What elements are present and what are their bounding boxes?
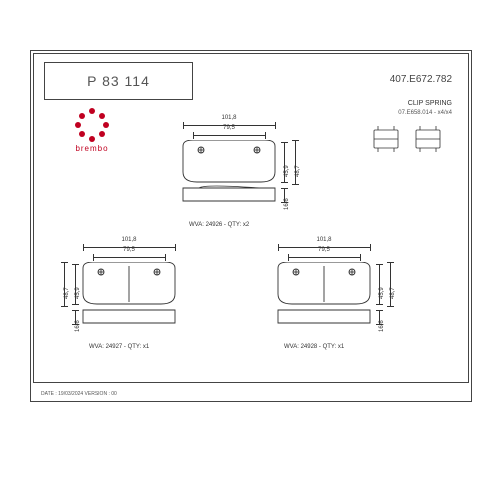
product-code: P 83 114 (87, 73, 150, 89)
dim-width-inner: 79,5 (288, 247, 360, 253)
dim-height-outer: 48,7 (295, 147, 301, 177)
dim-depth: 16,6 (284, 180, 290, 210)
wva-label-1: WVA: 24926 - QTY: x2 (189, 222, 249, 228)
dim-width-outer: 101,8 (83, 237, 175, 243)
drawing-frame: P 83 114 brembo 407.E672.782 CLIP SPRING… (30, 50, 472, 402)
wva-label-3: WVA: 24928 - QTY: x1 (284, 344, 344, 350)
dim-width-inner: 79,5 (93, 247, 165, 253)
dim-width-inner: 79,5 (193, 125, 265, 131)
date-version: DATE : 19/03/2024 VERSION : 00 (41, 391, 117, 397)
inner-frame: P 83 114 brembo 407.E672.782 CLIP SPRING… (33, 53, 469, 383)
brand-logo: brembo (60, 108, 124, 153)
dim-depth: 16,6 (75, 302, 81, 332)
dim-width-outer: 101,8 (278, 237, 370, 243)
clip-spring-icon (368, 124, 448, 154)
dim-height-inner: 45,9 (75, 269, 81, 299)
clip-spring-title: CLIP SPRING (408, 100, 452, 107)
reference-code: 407.E672.782 (390, 74, 452, 85)
brand-logo-icon (75, 108, 109, 142)
brand-name: brembo (60, 144, 124, 153)
clip-spring-subtitle: 07.E658.014 - x4/x4 (398, 110, 452, 116)
product-code-box: P 83 114 (44, 62, 193, 100)
dim-height-outer: 48,7 (390, 269, 396, 299)
dim-width-outer: 101,8 (183, 115, 275, 121)
dim-depth: 16,6 (379, 302, 385, 332)
wva-label-2: WVA: 24927 - QTY: x1 (89, 344, 149, 350)
